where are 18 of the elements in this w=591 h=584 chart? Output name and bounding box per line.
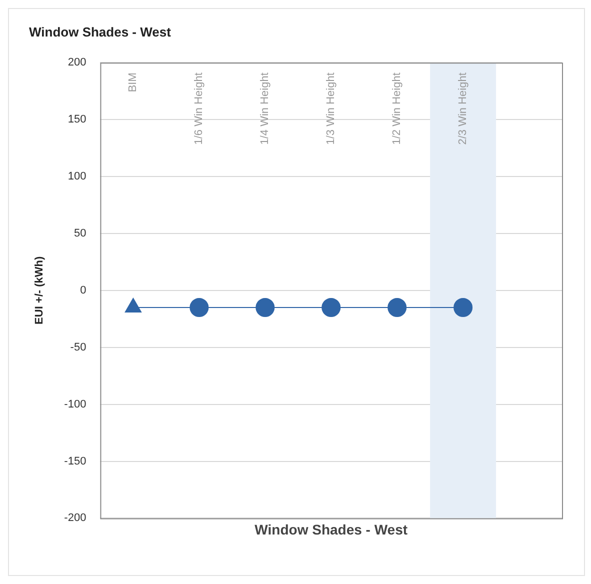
x-tick-label: 1/4 Win Height	[259, 72, 272, 145]
x-tick-label: 2/3 Win Height	[457, 72, 470, 145]
y-tick-label: -150	[64, 455, 86, 468]
x-tick-label: 1/6 Win Height	[193, 72, 206, 145]
x-tick-label: 1/3 Win Height	[325, 72, 338, 145]
y-tick-label: -200	[64, 512, 86, 524]
y-tick-label: 0	[80, 284, 86, 296]
y-tick-label: 100	[68, 170, 86, 183]
y-tick-label: 50	[74, 227, 86, 240]
y-tick-label: 200	[68, 56, 86, 69]
y-tick-label: -50	[70, 341, 86, 354]
x-tick-label: 1/2 Win Height	[391, 72, 404, 145]
x-axis-title: Window Shades - West	[254, 521, 408, 538]
y-axis-title: EUI +/- (kWh)	[34, 256, 46, 324]
y-tick-label: -100	[64, 398, 86, 410]
x-tick-label: BIM	[127, 72, 140, 92]
y-tick-label: 150	[68, 114, 86, 126]
chart-title: Window Shades - West	[29, 24, 172, 40]
